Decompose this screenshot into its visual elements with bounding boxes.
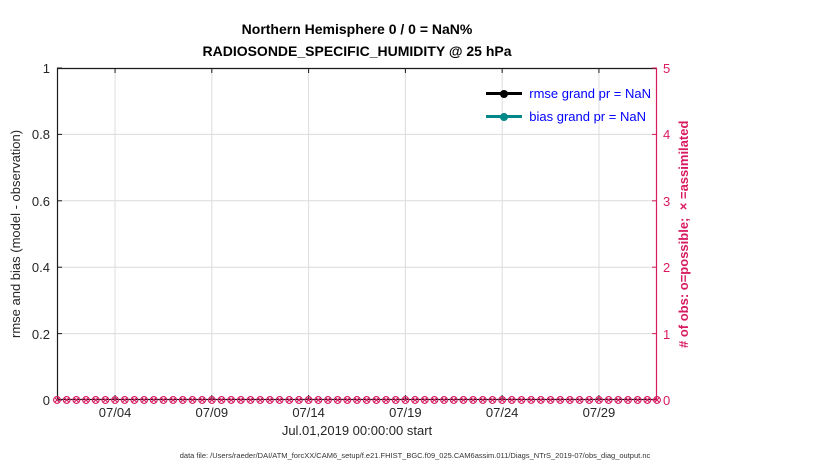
x-tick-label: 07/09 — [195, 405, 229, 420]
right-y-tick-label: 3 — [663, 193, 671, 209]
plot-area: rmse grand pr = NaN bias grand pr = NaN — [53, 67, 661, 404]
x-tick-label: 07/24 — [485, 405, 519, 420]
left-y-tick-label: 1 — [42, 61, 50, 76]
legend-item: rmse grand pr = NaN — [486, 84, 651, 102]
left-y-tick-label: 0.2 — [31, 326, 50, 342]
legend-marker — [486, 109, 523, 123]
legend-item: bias grand pr = NaN — [486, 107, 651, 125]
obs-count-markers — [53, 396, 661, 404]
right-y-tick-label: 1 — [663, 326, 671, 342]
left-axis-label: rmse and bias (model - observation) — [8, 129, 23, 339]
plot-svg — [53, 67, 661, 404]
right-y-tick-label: 4 — [663, 127, 671, 143]
legend-label: rmse grand pr = NaN — [529, 85, 651, 101]
left-y-tick-label: 0.4 — [31, 260, 50, 276]
right-axis-label: # of obs: o=possible; ×=assimilated — [676, 120, 691, 348]
right-y-tick-label: 0 — [663, 393, 671, 408]
data-file-caption: data file: /Users/raeder/DAI/ATM_forcXX/… — [179, 451, 651, 460]
left-y-tick-label: 0 — [42, 393, 50, 408]
tick-marks — [57, 67, 657, 401]
chart-title-line2: RADIOSONDE_SPECIFIC_HUMIDITY @ 25 hPa — [202, 43, 512, 59]
x-axis-label: Jul.01,2019 00:00:00 start — [281, 423, 433, 438]
chart-title-line1: Northern Hemisphere 0 / 0 = NaN% — [241, 21, 473, 37]
right-y-tick-label: 2 — [663, 260, 671, 276]
left-y-tick-label: 0.8 — [31, 127, 50, 143]
x-tick-label: 07/19 — [389, 405, 422, 420]
grid-lines — [57, 68, 657, 400]
legend-marker — [486, 86, 523, 100]
legend: rmse grand pr = NaN bias grand pr = NaN — [486, 84, 651, 125]
right-y-tick-label: 5 — [663, 61, 671, 76]
x-tick-label: 07/04 — [98, 405, 132, 420]
x-tick-label: 07/29 — [582, 405, 616, 420]
left-y-tick-label: 0.6 — [31, 193, 50, 209]
x-tick-label: 07/14 — [292, 405, 325, 420]
legend-label: bias grand pr = NaN — [529, 108, 646, 124]
